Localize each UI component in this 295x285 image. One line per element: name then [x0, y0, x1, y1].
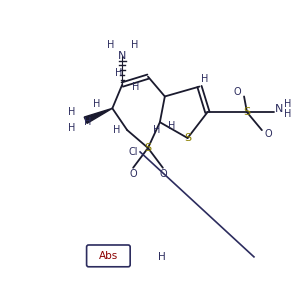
Text: S: S	[184, 133, 191, 143]
Text: H: H	[201, 74, 208, 84]
Text: H: H	[113, 125, 121, 135]
Text: H: H	[115, 68, 122, 78]
Text: H: H	[168, 121, 176, 131]
Text: Cl: Cl	[128, 147, 138, 157]
Text: H: H	[132, 40, 139, 50]
Text: H: H	[107, 40, 114, 50]
Text: O: O	[159, 169, 167, 179]
Text: H: H	[132, 82, 140, 91]
Text: O: O	[265, 129, 273, 139]
Text: O: O	[129, 169, 137, 179]
Polygon shape	[84, 108, 112, 123]
Text: Abs: Abs	[99, 251, 118, 261]
Text: N: N	[275, 104, 283, 114]
Text: N: N	[118, 51, 127, 61]
Text: H: H	[158, 252, 166, 262]
Text: H: H	[68, 107, 76, 117]
Text: H: H	[153, 125, 160, 135]
Text: H: H	[68, 123, 76, 133]
FancyBboxPatch shape	[87, 245, 130, 267]
Text: H: H	[84, 117, 91, 127]
Text: S: S	[145, 143, 152, 153]
Text: H: H	[284, 99, 291, 109]
Text: H: H	[93, 99, 101, 109]
Text: O: O	[233, 87, 241, 97]
Text: S: S	[243, 107, 250, 117]
Text: H: H	[284, 109, 291, 119]
